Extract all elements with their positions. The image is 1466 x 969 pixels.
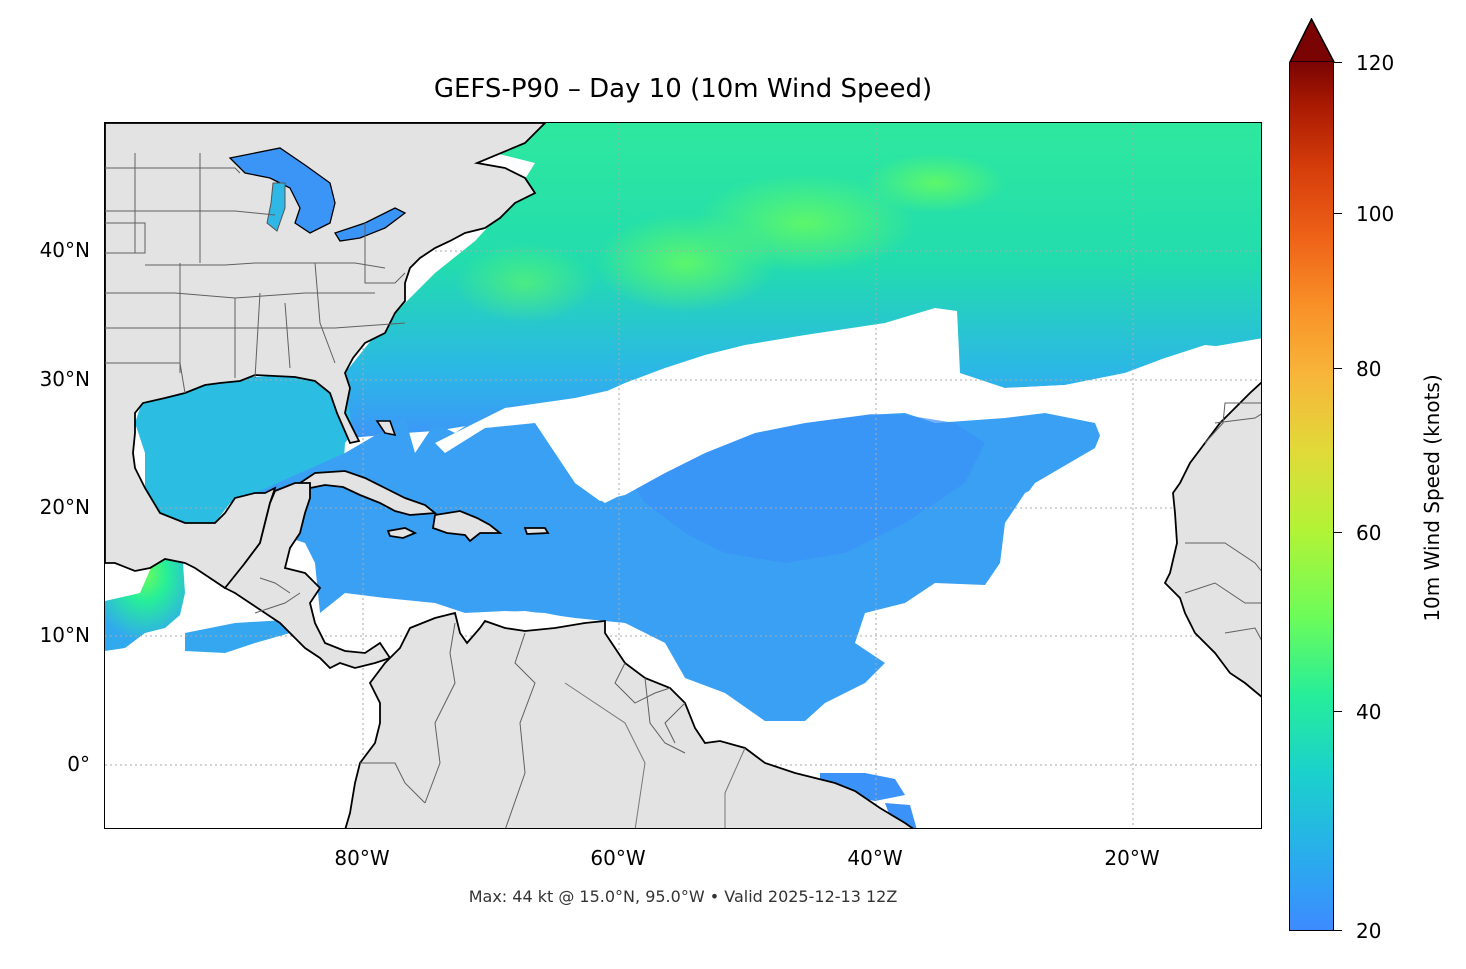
colorbar-label-120: 120 bbox=[1356, 51, 1395, 75]
y-tick-20n: 20°N bbox=[39, 495, 90, 519]
wind-field-tehuantepec bbox=[105, 555, 185, 651]
y-tick-40n: 40°N bbox=[39, 238, 90, 262]
wind-speed-map bbox=[105, 123, 1261, 828]
wind-field-papagayo bbox=[185, 620, 290, 653]
colorbar bbox=[1289, 62, 1334, 931]
colorbar-tick-40 bbox=[1334, 711, 1342, 712]
colorbar-title: 10m Wind Speed (knots) bbox=[1420, 374, 1444, 622]
land-jamaica bbox=[386, 527, 418, 539]
chart-footer-max-valid: Max: 44 kt @ 15.0°N, 95.0°W • Valid 2025… bbox=[468, 887, 898, 906]
y-tick-0: 0° bbox=[67, 752, 90, 776]
map-plot-area bbox=[104, 122, 1262, 829]
colorbar-label-40: 40 bbox=[1356, 700, 1382, 724]
land-cuba bbox=[298, 470, 438, 516]
colorbar-label-60: 60 bbox=[1356, 521, 1382, 545]
land-hispaniola bbox=[431, 510, 503, 543]
colorbar-tick-20 bbox=[1334, 930, 1342, 931]
wind-field-north-atlantic bbox=[345, 123, 1261, 438]
x-tick-20w: 20°W bbox=[1104, 846, 1160, 870]
colorbar-tick-80 bbox=[1334, 368, 1342, 369]
x-tick-60w: 60°W bbox=[590, 846, 646, 870]
colorbar-label-80: 80 bbox=[1356, 357, 1382, 381]
colorbar-tick-100 bbox=[1334, 213, 1342, 214]
x-tick-80w: 80°W bbox=[334, 846, 390, 870]
state-borders bbox=[105, 153, 1261, 828]
chart-title: GEFS-P90 – Day 10 (10m Wind Speed) bbox=[433, 74, 933, 104]
colorbar-label-100: 100 bbox=[1356, 202, 1395, 226]
y-tick-30n: 30°N bbox=[39, 367, 90, 391]
x-tick-40w: 40°W bbox=[847, 846, 903, 870]
land-central-america bbox=[223, 482, 392, 670]
colorbar-tick-60 bbox=[1334, 532, 1342, 533]
colorbar-tick-120 bbox=[1334, 62, 1342, 63]
y-tick-10n: 10°N bbox=[39, 623, 90, 647]
colorbar-label-20: 20 bbox=[1356, 919, 1382, 943]
land-africa bbox=[1163, 381, 1261, 698]
graticule bbox=[105, 123, 1261, 828]
land-south-america bbox=[344, 611, 914, 828]
land-puerto-rico bbox=[523, 527, 550, 535]
